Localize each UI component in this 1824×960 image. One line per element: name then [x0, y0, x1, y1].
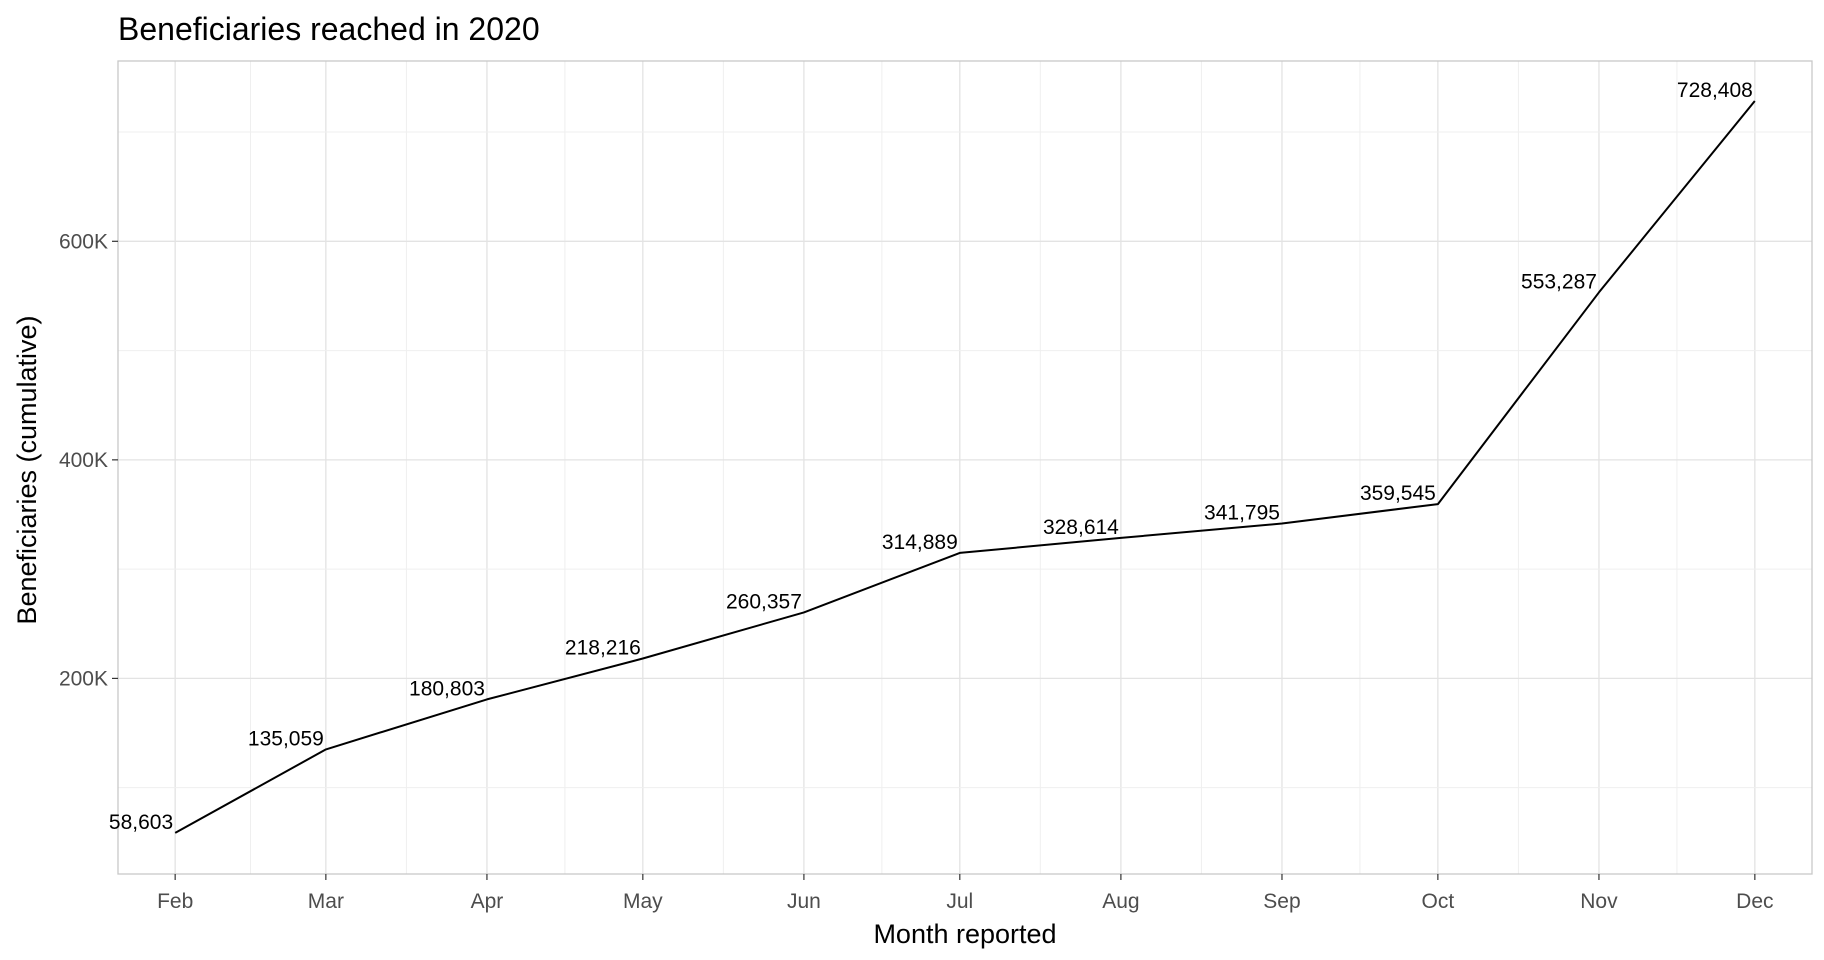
x-tick-label: Dec [1736, 890, 1773, 913]
x-tick-label: Oct [1422, 890, 1455, 913]
y-tick-label: 400K [59, 449, 108, 472]
x-tick-label: Jun [787, 890, 821, 913]
data-label: 180,803 [409, 677, 485, 700]
data-label-layer: 58,603 135,059 180,803 218,216 260,357 314,88… [109, 79, 1753, 834]
x-tick-label: Feb [157, 890, 193, 913]
grid-layer [117, 60, 1813, 875]
data-label: 260,357 [726, 590, 802, 613]
y-tick-label: 200K [59, 667, 108, 690]
data-label: 135,059 [248, 727, 324, 750]
data-label: 728,408 [1677, 79, 1753, 102]
series-line [174, 100, 1756, 834]
x-tick-label: Jul [946, 890, 973, 913]
data-label: 218,216 [565, 636, 641, 659]
x-tick-label: Aug [1102, 890, 1139, 913]
chart-title: Beneficiaries reached in 2020 [118, 11, 540, 47]
x-tick-label: Apr [471, 890, 504, 913]
y-tick-label: 600K [59, 230, 108, 253]
data-label: 328,614 [1043, 516, 1119, 539]
plot-panel-border [117, 60, 1813, 875]
y-axis-title: Beneficiaries (cumulative) [12, 315, 42, 624]
x-tick-label: Nov [1580, 890, 1618, 913]
axis-layer: 200K 400K 600K Feb Mar Apr May Jun Jul Aug Sep Oct N… [59, 230, 1774, 913]
data-label: 341,795 [1204, 501, 1280, 524]
x-axis-title: Month reported [873, 919, 1056, 949]
series-layer [174, 100, 1756, 834]
x-tick-label: Sep [1263, 890, 1300, 913]
x-tick-label: Mar [308, 890, 344, 913]
data-label: 553,287 [1521, 270, 1597, 293]
data-label: 314,889 [882, 531, 958, 554]
data-label: 359,545 [1360, 482, 1436, 505]
x-tick-label: May [623, 890, 663, 913]
data-label: 58,603 [109, 811, 173, 834]
